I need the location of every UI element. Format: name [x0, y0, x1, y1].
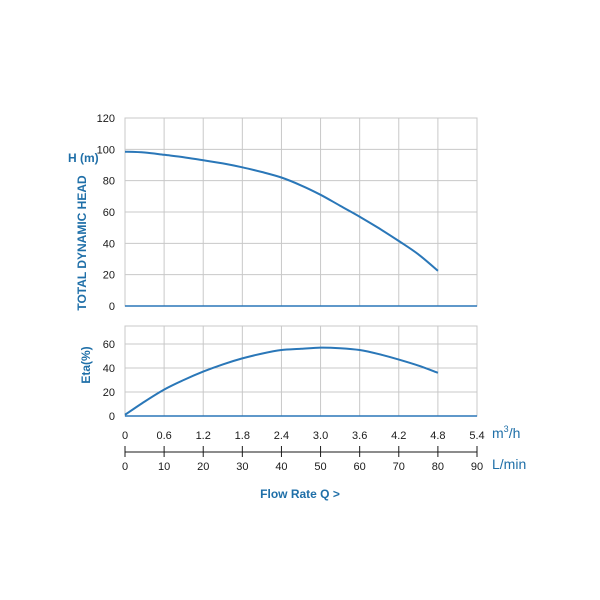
- head-point: [143, 151, 145, 153]
- eta-y-tick-label: 40: [103, 363, 115, 375]
- eta-point: [398, 358, 400, 360]
- head-y-tick-label: 100: [97, 144, 115, 156]
- x-tick-label-m3h: 1.8: [235, 430, 250, 442]
- head-point: [202, 159, 204, 161]
- eta-point: [143, 400, 145, 402]
- x-tick-label-lmin: 80: [432, 461, 444, 473]
- head-point: [280, 176, 282, 178]
- head-point: [300, 184, 302, 186]
- head-y-tick-label: 0: [109, 301, 115, 313]
- head-point: [163, 154, 165, 156]
- head-point: [222, 162, 224, 164]
- x-tick-label-m3h: 5.4: [469, 430, 484, 442]
- head-point: [124, 151, 126, 153]
- head-point: [319, 194, 321, 196]
- head-y-tick-label: 80: [103, 176, 115, 188]
- eta-y-axis-label: Eta(%): [79, 346, 93, 383]
- head-point: [437, 270, 439, 272]
- x-tick-label-lmin: 60: [354, 461, 366, 473]
- x-tick-label-m3h: 4.2: [391, 430, 406, 442]
- head-point: [378, 227, 380, 229]
- head-y-tick-label: 120: [97, 113, 115, 125]
- eta-point: [183, 379, 185, 381]
- eta-point: [202, 370, 204, 372]
- x-tick-label-m3h: 3.6: [352, 430, 367, 442]
- eta-point: [359, 349, 361, 351]
- head-y-tick-label: 60: [103, 207, 115, 219]
- x-tick-label-lmin: 0: [122, 461, 128, 473]
- eta-point: [319, 346, 321, 348]
- eta-y-tick-label: 0: [109, 411, 115, 423]
- x-axis-title: Flow Rate Q >: [260, 487, 340, 501]
- head-point: [417, 253, 419, 255]
- head-point: [398, 240, 400, 242]
- eta-point: [280, 349, 282, 351]
- x-unit-lmin: L/min: [492, 456, 526, 472]
- x-tick-label-lmin: 10: [158, 461, 170, 473]
- eta-point: [339, 347, 341, 349]
- eta-point: [261, 352, 263, 354]
- x-tick-label-m3h: 0.6: [156, 430, 171, 442]
- eta-panel-frame: [124, 325, 478, 417]
- eta-point: [378, 353, 380, 355]
- head-point: [359, 216, 361, 218]
- x-tick-label-lmin: 90: [471, 461, 483, 473]
- x-tick-label-lmin: 70: [393, 461, 405, 473]
- eta-point: [300, 348, 302, 350]
- x-tick-label-m3h: 2.4: [274, 430, 289, 442]
- eta-panel: 0 20 40 60 Eta(%): [79, 325, 478, 423]
- head-point: [183, 156, 185, 158]
- head-y-axis-label: TOTAL DYNAMIC HEAD: [75, 175, 89, 311]
- eta-y-tick-label: 20: [103, 387, 115, 399]
- head-grid: [125, 118, 477, 307]
- head-unit-label: H (m): [68, 151, 99, 165]
- eta-y-tick-label: 60: [103, 339, 115, 351]
- eta-y-ticks: 0 20 40 60: [103, 339, 115, 423]
- head-curve: [124, 150, 439, 272]
- eta-point: [417, 364, 419, 366]
- eta-point: [124, 414, 126, 416]
- head-point: [339, 205, 341, 207]
- x-tick-label-lmin: 30: [236, 461, 248, 473]
- eta-point: [222, 363, 224, 365]
- eta-point: [241, 357, 243, 359]
- eta-grid: [125, 326, 477, 417]
- x-unit-m3h: m3/h: [492, 424, 520, 441]
- x-tick-label-m3h: 3.0: [313, 430, 328, 442]
- head-point: [261, 171, 263, 173]
- head-panel: 0 20 40 60 80 100 120 H (m) TOTAL DYNAMIC HEAD: [68, 113, 478, 313]
- eta-point: [163, 388, 165, 390]
- head-y-ticks: 0 20 40 60 80 100 120: [97, 113, 115, 313]
- x-tick-label-m3h: 0: [122, 430, 128, 442]
- head-y-tick-label: 20: [103, 270, 115, 282]
- head-y-tick-label: 40: [103, 238, 115, 250]
- x-axis-m3h: 0 0.6 1.2 1.8 2.4 3.0 3.6 4.2 4.8 5.4: [122, 430, 485, 442]
- x-tick-label-m3h: 1.2: [196, 430, 211, 442]
- eta-curve: [124, 346, 439, 416]
- x-tick-label-lmin: 20: [197, 461, 209, 473]
- x-axis-lmin: 0 10 20 30 40 50 60 70 80 90: [122, 446, 483, 473]
- x-tick-label-lmin: 50: [314, 461, 326, 473]
- eta-point: [437, 372, 439, 374]
- x-tick-label-lmin: 40: [275, 461, 287, 473]
- x-tick-label-m3h: 4.8: [430, 430, 445, 442]
- head-point: [241, 166, 243, 168]
